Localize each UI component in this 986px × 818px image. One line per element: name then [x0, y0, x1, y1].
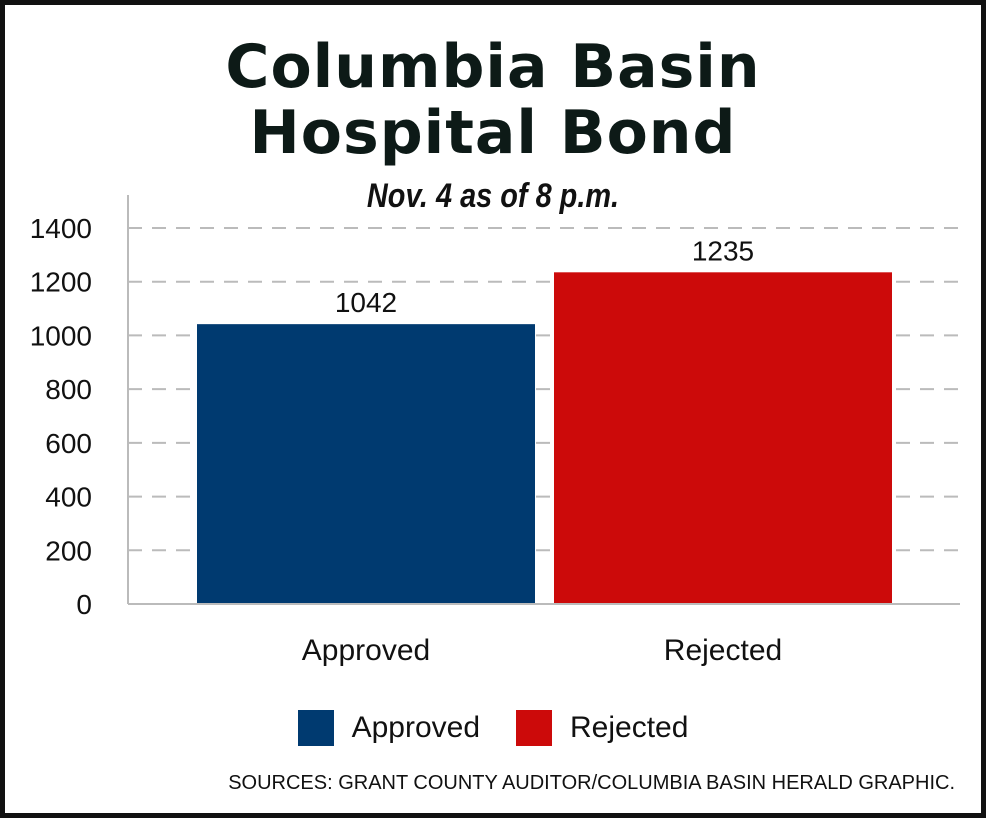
bar-rejected	[554, 272, 892, 604]
x-category-label: Approved	[302, 634, 430, 667]
y-tick-label: 400	[45, 482, 92, 513]
chart-title-line-2: Hospital Bond	[249, 98, 737, 168]
legend-item-approved: Approved	[297, 710, 481, 746]
legend-label-approved: Approved	[351, 711, 481, 744]
legend-swatch-approved	[297, 710, 334, 746]
y-tick-label: 1400	[30, 213, 92, 244]
legend-label-rejected: Rejected	[570, 711, 689, 744]
legend: Approved Rejected	[5, 710, 981, 746]
source-note: SOURCES: GRANT COUNTY AUDITOR/COLUMBIA B…	[228, 772, 955, 794]
data-label: 1042	[335, 287, 397, 318]
bar-approved	[197, 324, 535, 604]
y-tick-label: 1000	[30, 320, 92, 351]
bar-chart: 0 200 400 600 800 1000 1200 1400 1042 Approved 123…	[30, 195, 960, 667]
y-tick-label: 200	[45, 535, 92, 566]
legend-item-rejected: Rejected	[516, 710, 688, 746]
data-label: 1235	[692, 235, 754, 266]
y-tick-label: 600	[45, 428, 92, 459]
x-category-label: Rejected	[664, 634, 782, 667]
chart-title-line-1: Columbia Basin	[225, 32, 761, 102]
chart-subtitle: Nov. 4 as of 8 p.m.	[366, 177, 620, 215]
y-tick-label: 1200	[30, 267, 92, 298]
legend-swatch-rejected	[516, 710, 553, 746]
y-tick-label: 0	[76, 589, 92, 620]
y-tick-label: 800	[45, 374, 92, 405]
